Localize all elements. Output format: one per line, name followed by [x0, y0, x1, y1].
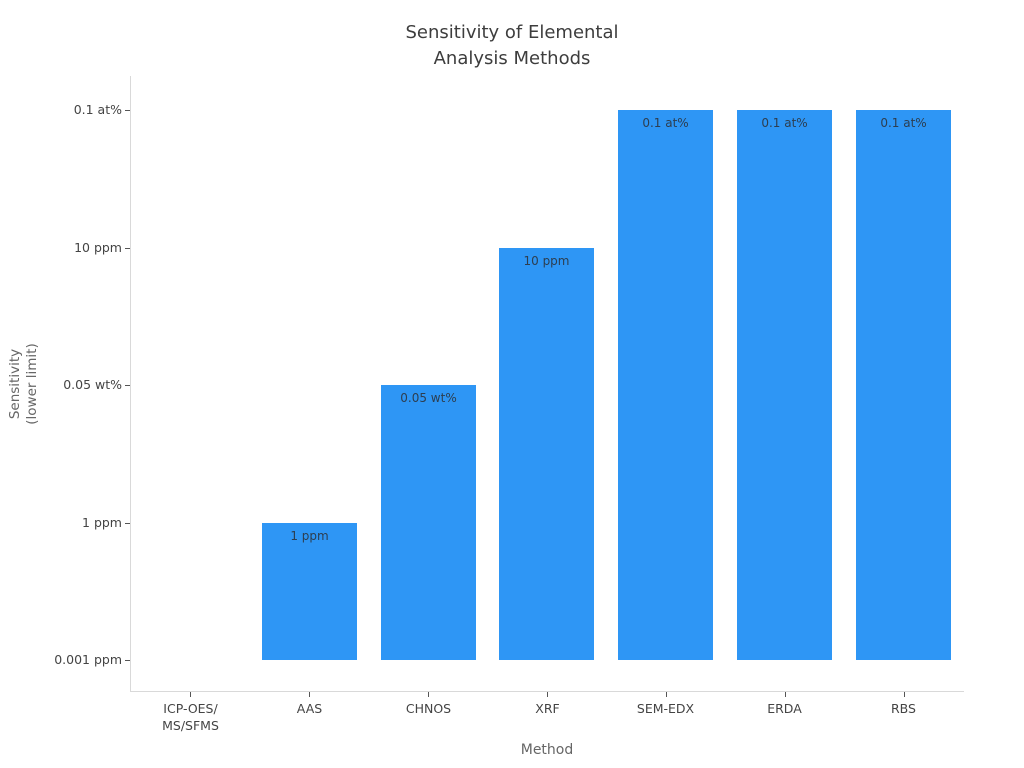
x-tick — [190, 692, 191, 697]
x-tick-label-line: SEM-EDX — [636, 701, 695, 716]
y-tick-label: 0.1 at% — [73, 102, 122, 117]
x-tick — [547, 692, 548, 697]
x-tick — [666, 692, 667, 697]
y-tick — [125, 660, 130, 661]
y-axis-line — [130, 76, 131, 691]
x-tick-label: SEM-EDX — [606, 700, 725, 717]
bar-value-label: 0.1 at% — [761, 116, 808, 130]
x-tick — [309, 692, 310, 697]
chart-title: Sensitivity of Elemental Analysis Method… — [0, 20, 1024, 72]
y-tick-label: 1 ppm — [82, 515, 122, 530]
y-tick-label: 10 ppm — [74, 240, 122, 255]
x-tick-label: XRF — [488, 700, 607, 717]
x-tick — [785, 692, 786, 697]
x-tick-label-line: RBS — [891, 701, 916, 716]
x-axis-line — [130, 691, 964, 692]
bar — [737, 110, 832, 660]
x-tick-label-line: AAS — [296, 701, 323, 716]
x-tick-label: ERDA — [725, 700, 844, 717]
y-tick — [125, 248, 130, 249]
x-tick-label-line: MS/SFMS — [162, 718, 219, 733]
y-tick-label: 0.001 ppm — [54, 652, 122, 667]
x-tick-label-line: ICP-OES/ — [163, 701, 218, 716]
bar-value-label: 0.05 wt% — [400, 391, 457, 405]
bar-value-label: 0.1 at% — [880, 116, 927, 130]
x-tick — [428, 692, 429, 697]
x-tick-label: CHNOS — [369, 700, 488, 717]
y-tick — [125, 523, 130, 524]
x-tick-label-line: XRF — [535, 701, 560, 716]
bar-value-label: 0.1 at% — [642, 116, 689, 130]
bar — [262, 523, 357, 660]
x-axis-title: Method — [520, 742, 574, 758]
x-tick — [904, 692, 905, 697]
x-tick-label: AAS — [250, 700, 369, 717]
bar — [381, 385, 476, 660]
chart-title-line1: Sensitivity of Elemental — [405, 22, 619, 43]
x-tick-label: RBS — [844, 700, 963, 717]
bar — [856, 110, 951, 660]
y-tick — [125, 110, 130, 111]
x-tick-label-line: ERDA — [767, 701, 802, 716]
y-tick-label: 0.05 wt% — [63, 377, 122, 392]
bar-value-label: 1 ppm — [290, 529, 329, 543]
bar — [618, 110, 713, 660]
x-tick-label-line: CHNOS — [405, 701, 452, 716]
x-tick-label: ICP-OES/MS/SFMS — [131, 700, 250, 734]
bar — [499, 248, 594, 660]
y-tick — [125, 385, 130, 386]
chart-title-line2: Analysis Methods — [433, 48, 591, 69]
bar-value-label: 10 ppm — [523, 254, 570, 268]
